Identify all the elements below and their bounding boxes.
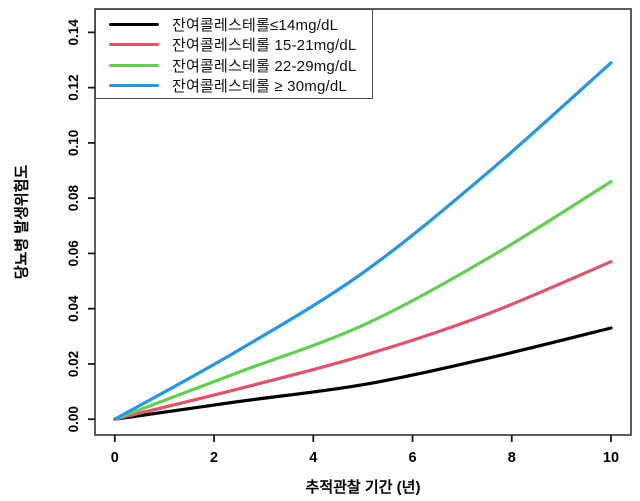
legend: 잔여콜레스테롤≤14mg/dL 잔여콜레스테롤 15-21mg/dL 잔여콜레스… bbox=[95, 9, 373, 99]
legend-item: 잔여콜레스테롤 15-21mg/dL bbox=[96, 35, 372, 56]
legend-label: 잔여콜레스테롤 15-21mg/dL bbox=[172, 37, 357, 55]
series-line-1 bbox=[113, 260, 613, 421]
x-tick-label: 8 bbox=[508, 450, 516, 466]
y-tick-label: 0.12 bbox=[66, 74, 81, 100]
y-tick-label: 0.04 bbox=[66, 295, 81, 322]
legend-item: 잔여콜레스테롤 22-29mg/dL bbox=[96, 55, 372, 76]
legend-label: 잔여콜레스테롤 ≥ 30mg/dL bbox=[172, 78, 347, 96]
y-tick-label: 0.02 bbox=[66, 351, 81, 377]
y-tick-label: 0.10 bbox=[66, 130, 81, 156]
legend-line-swatch-red bbox=[109, 43, 159, 47]
x-tick-label: 0 bbox=[111, 450, 119, 466]
legend-item: 잔여콜레스테롤≤14mg/dL bbox=[96, 14, 372, 35]
x-tick-label: 6 bbox=[408, 450, 416, 466]
y-tick-label: 0.06 bbox=[66, 240, 81, 267]
y-tick-label: 0.00 bbox=[66, 406, 81, 432]
series-line-2 bbox=[113, 180, 613, 421]
y-tick-label: 0.14 bbox=[66, 19, 81, 46]
legend-label: 잔여콜레스테롤 22-29mg/dL bbox=[172, 57, 357, 75]
legend-label: 잔여콜레스테롤≤14mg/dL bbox=[172, 16, 339, 34]
y-axis-title: 당뇨병 발생위험도 bbox=[13, 164, 31, 280]
x-tick-label: 2 bbox=[210, 450, 218, 466]
series-line-0 bbox=[113, 326, 613, 421]
series-line-3 bbox=[113, 61, 613, 421]
legend-item: 잔여콜레스테롤 ≥ 30mg/dL bbox=[96, 76, 372, 97]
x-tick-label: 10 bbox=[603, 450, 619, 466]
y-tick-label: 0.08 bbox=[66, 185, 81, 212]
x-axis-title: 추적관찰 기간 (년) bbox=[305, 479, 421, 496]
legend-line-swatch-green bbox=[109, 63, 159, 67]
x-tick-label: 4 bbox=[309, 450, 317, 466]
legend-line-swatch-black bbox=[109, 22, 159, 26]
legend-line-swatch-blue bbox=[109, 84, 159, 88]
